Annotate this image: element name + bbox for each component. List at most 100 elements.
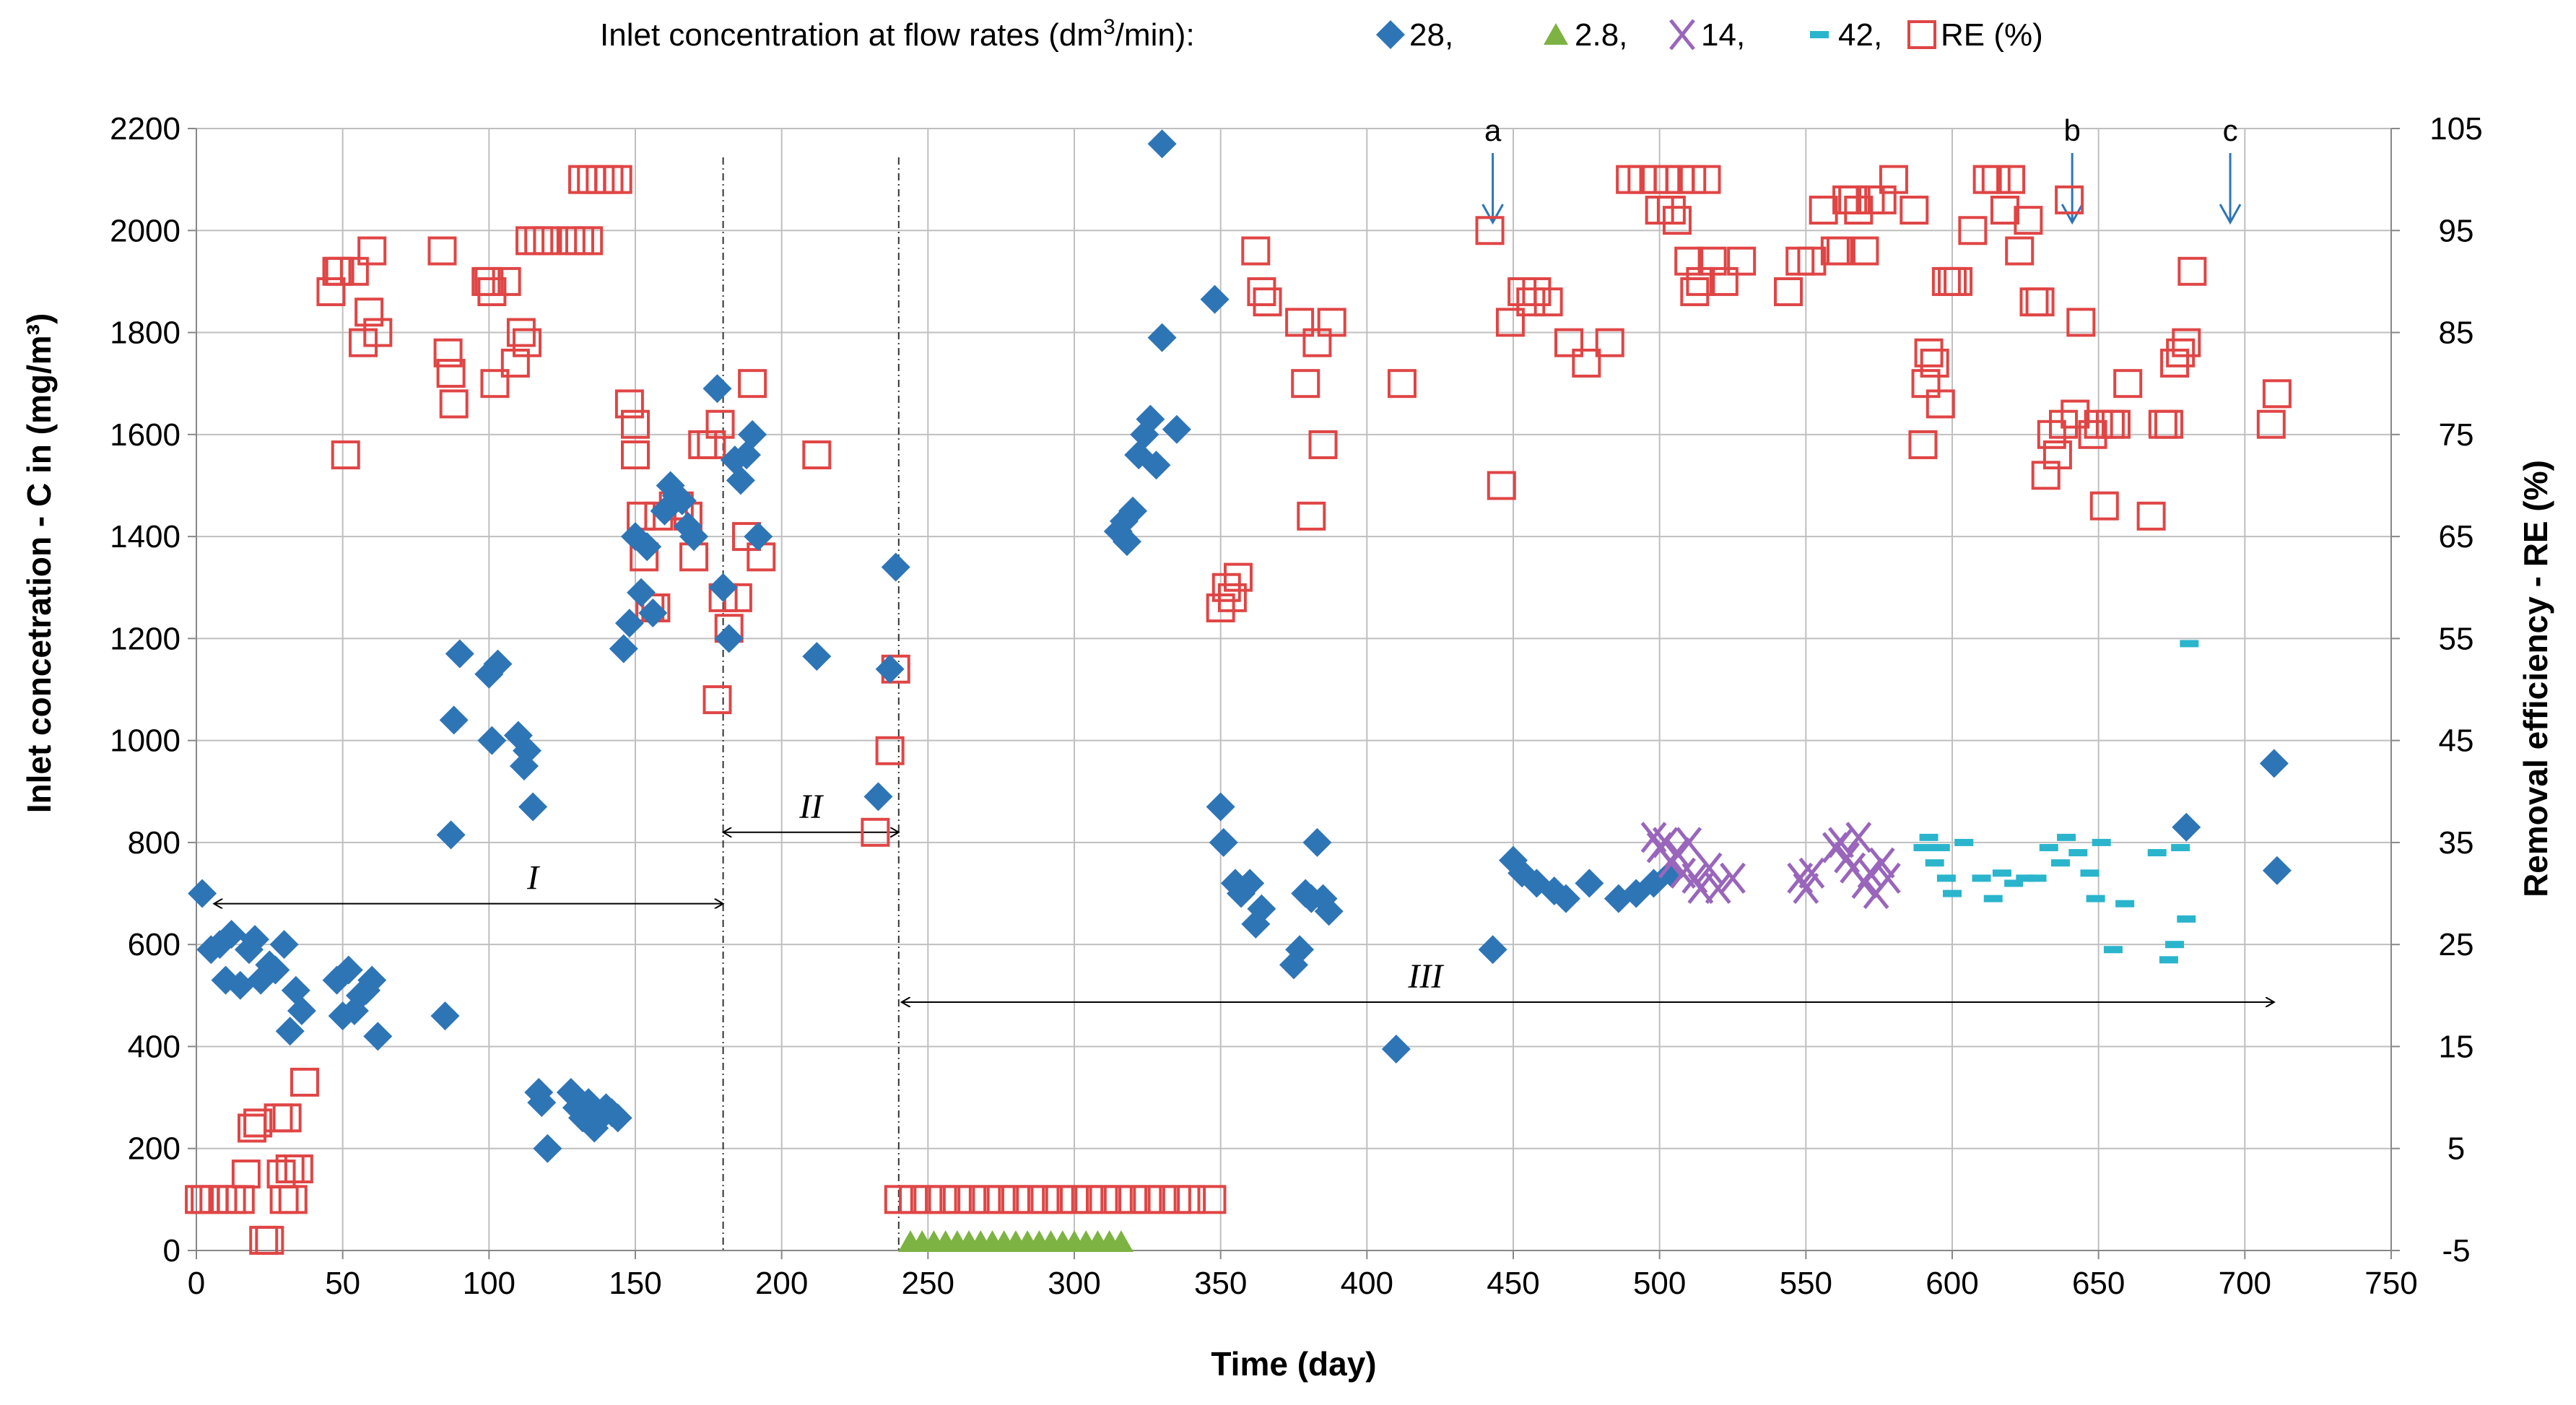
data-point: [2180, 640, 2199, 648]
data-point: [1206, 792, 1235, 822]
data-point: [621, 440, 650, 470]
data-point: [1487, 471, 1516, 500]
data-point: [1317, 308, 1346, 337]
data-point: [2177, 915, 2196, 923]
data-point: [1809, 196, 1838, 225]
data-point: [1089, 1185, 1118, 1214]
data-point: [986, 1185, 1016, 1214]
data-point: [1575, 869, 1604, 898]
data-point: [2004, 879, 2024, 887]
data-point: [316, 277, 346, 307]
x-tick-label: 700: [2219, 1266, 2271, 1301]
data-point: [272, 1103, 302, 1133]
data-point: [1495, 308, 1525, 337]
data-point: [2259, 749, 2289, 778]
data-point: [1074, 1185, 1104, 1214]
data-point: [1103, 1185, 1133, 1214]
y-tick-label: 1200: [110, 621, 180, 656]
data-point: [436, 359, 466, 388]
data-point: [1285, 308, 1315, 337]
data-point: [1253, 287, 1282, 317]
x-tick-label: 450: [1487, 1266, 1539, 1301]
data-point: [1774, 277, 1803, 307]
data-point: [1136, 404, 1165, 434]
data-point: [1911, 369, 1941, 399]
data-point: [506, 318, 536, 347]
data-point: [430, 1001, 460, 1031]
data-point: [2050, 859, 2070, 867]
data-point: [942, 1185, 972, 1214]
data-point: [331, 440, 360, 470]
data-point: [2089, 491, 2119, 521]
data-point: [1692, 165, 1721, 194]
data-point: [2080, 869, 2099, 877]
data-point: [533, 226, 562, 256]
data-point: [1662, 206, 1692, 235]
data-point: [513, 328, 542, 357]
y2-tick-label: 75: [2439, 417, 2474, 453]
data-point: [1793, 872, 1819, 905]
data-point: [225, 1185, 255, 1214]
data-point: [2262, 856, 2292, 885]
data-point: [2025, 287, 2055, 317]
legend-label: 14,: [1701, 17, 1745, 53]
x-tick-label: 650: [2072, 1266, 2125, 1301]
data-point: [269, 930, 299, 960]
grid: [196, 128, 2392, 1251]
data-point: [2172, 812, 2201, 842]
data-point: [2057, 833, 2076, 841]
data-point: [705, 409, 735, 439]
data-point: [714, 624, 744, 653]
legend-item: 42,: [1810, 17, 1882, 53]
data-point: [2115, 900, 2135, 908]
data-point: [738, 369, 767, 399]
data-point: [1926, 389, 1955, 419]
y-tick-label: 2200: [110, 111, 180, 147]
data-point: [632, 532, 662, 562]
data-point: [2086, 895, 2105, 902]
series: [185, 129, 2292, 1255]
data-point: [1919, 833, 1938, 841]
data-point: [1247, 277, 1276, 307]
data-point: [445, 639, 474, 669]
data-point: [621, 409, 650, 439]
data-point: [928, 1185, 957, 1214]
data-point: [1727, 246, 1757, 276]
data-point: [627, 578, 656, 607]
data-point: [863, 782, 893, 812]
data-point: [1112, 527, 1141, 557]
x-tick-label: 350: [1194, 1266, 1247, 1301]
data-point: [2068, 849, 2088, 857]
data-point: [2039, 843, 2058, 851]
data-point: [2016, 874, 2035, 882]
x-axis-label: Time (day): [1211, 1345, 1376, 1383]
data-point: [1943, 889, 1962, 897]
x-tick-label: 50: [325, 1266, 360, 1301]
data-point: [1147, 129, 1177, 159]
data-point: [1900, 196, 1929, 225]
x-tick-label: 400: [1341, 1266, 1393, 1301]
legend-item: 14,: [1669, 17, 1745, 53]
data-point: [1200, 284, 1230, 314]
y2-axis-ticks: -5 5 15 25 35 45 55 65 75 85 95 105: [2391, 111, 2483, 1269]
data-point: [2172, 328, 2201, 357]
legend-prefix-sup: 3: [1103, 15, 1115, 39]
legend: Inlet concentration at flow rates (dm3/m…: [600, 15, 2043, 53]
data-point: [1016, 1185, 1045, 1214]
data-point: [1162, 1185, 1191, 1214]
data-point: [638, 599, 668, 628]
data-point: [1381, 1034, 1411, 1063]
y2-tick-label: 55: [2439, 621, 2474, 656]
y-axis-label: Inlet concetration - C in (mg/m³): [20, 313, 58, 814]
data-point: [1302, 328, 1332, 357]
legend-marker: [1810, 31, 1829, 38]
data-point: [1291, 369, 1320, 399]
data-point: [1387, 369, 1417, 399]
y2-tick-label: 95: [2439, 213, 2474, 248]
data-point: [1308, 430, 1338, 459]
series-square: [185, 165, 2292, 1255]
data-point: [513, 736, 542, 765]
data-point: [2078, 419, 2107, 449]
data-point: [2113, 369, 2143, 399]
data-point: [1676, 827, 1702, 858]
